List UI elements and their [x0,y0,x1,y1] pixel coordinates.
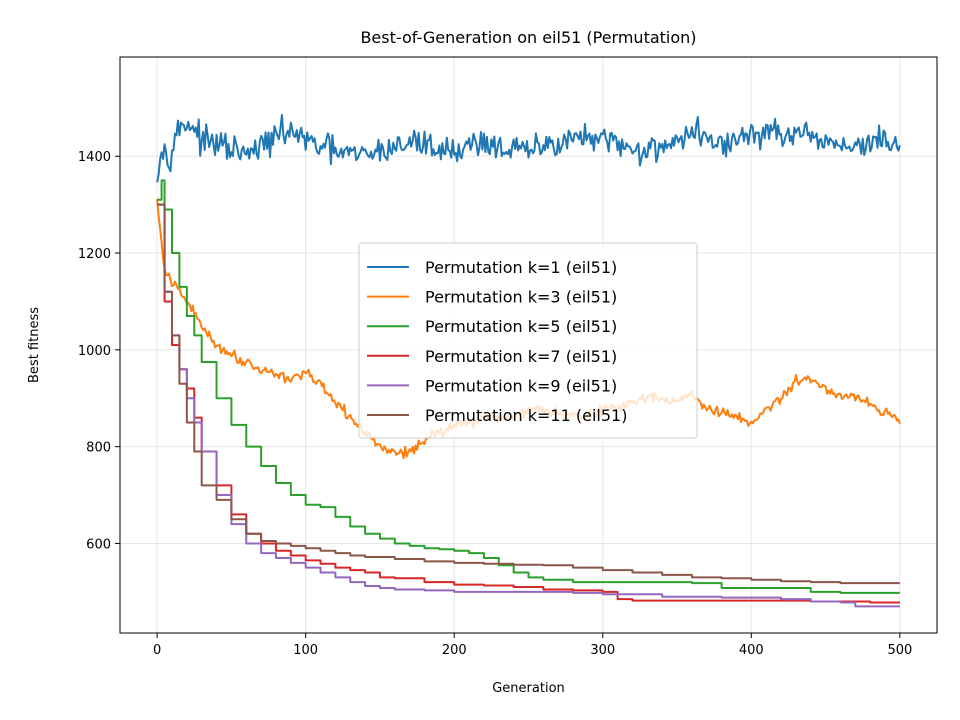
plot-frame [119,56,938,634]
x-tick-label: 500 [887,643,912,658]
y-tick-label: 1200 [78,247,111,262]
y-axis-label: Best fitness [27,307,42,383]
x-tick-label: 400 [739,643,764,658]
x-tick-label: 0 [153,643,161,658]
legend-label: Permutation k=11 (eil51) [425,406,627,425]
x-tick-label: 300 [590,643,615,658]
legend-label: Permutation k=5 (eil51) [425,317,617,336]
x-tick-label: 100 [293,643,318,658]
y-tick-label: 600 [86,537,111,552]
series-line [156,113,901,183]
x-tick-label: 200 [442,643,467,658]
legend-label: Permutation k=1 (eil51) [425,258,617,277]
legend: Permutation k=1 (eil51) Permutation k=3 (… [358,242,698,439]
axis-ticks: 0 100 200 300 400 500 600 800 1000 1200 1400 [78,150,912,658]
legend-label: Permutation k=7 (eil51) [425,347,617,366]
y-tick-label: 1400 [78,150,111,165]
y-tick-label: 1000 [78,344,111,359]
chart-title: Best-of-Generation on eil51 (Permutation… [360,28,696,47]
series-line [157,179,900,594]
series-line [157,203,900,585]
legend-box [358,242,698,439]
x-axis-label: Generation [492,681,565,696]
series-line [157,203,900,608]
legend-label: Permutation k=9 (eil51) [425,376,617,395]
legend-label: Permutation k=3 (eil51) [425,288,617,307]
y-tick-label: 800 [86,441,111,456]
